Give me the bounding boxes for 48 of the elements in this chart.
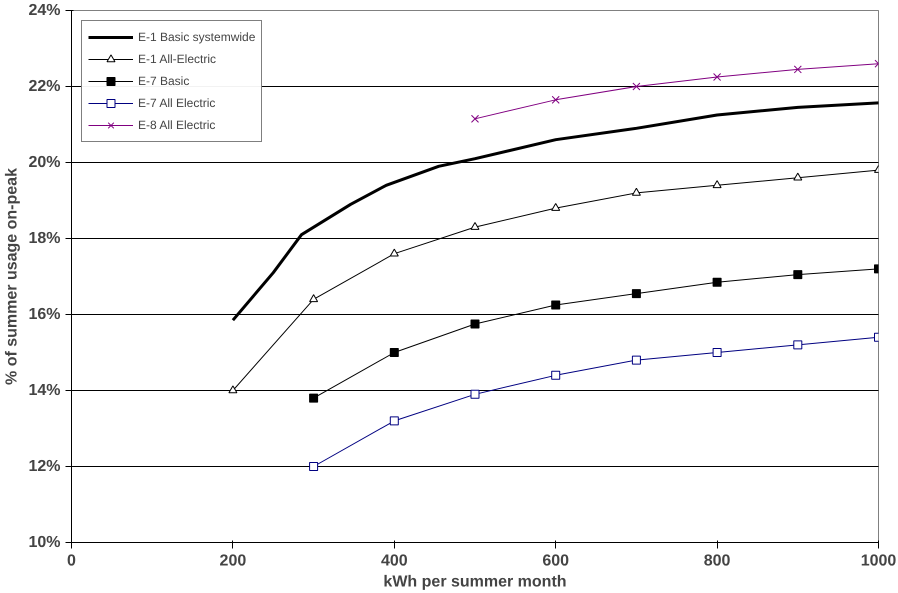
x-tick-label: 800: [704, 552, 731, 570]
point: [794, 65, 802, 74]
point: [470, 320, 480, 328]
point: [309, 294, 318, 302]
y-tick-label: 16%: [28, 306, 61, 323]
x-tick-label: 400: [380, 552, 408, 570]
point: [793, 340, 802, 350]
x-tick-label: 1000: [860, 552, 896, 570]
y-tick-label: 12%: [28, 458, 61, 475]
point: [712, 180, 722, 188]
point: [712, 348, 722, 357]
point: [712, 278, 722, 287]
point: [552, 96, 560, 104]
y-tick-label: 20%: [28, 154, 61, 171]
point: [228, 385, 238, 394]
y-tick-label: 22%: [28, 78, 61, 95]
point: [632, 289, 641, 298]
y-tick-label: 14%: [28, 382, 61, 399]
point: [551, 370, 560, 380]
legend-label: E-1 Basic systemwide: [138, 30, 256, 44]
point: [470, 390, 480, 399]
point: [390, 348, 399, 357]
point: [390, 248, 399, 257]
point: [793, 270, 802, 280]
x-tick-label: 0: [67, 552, 76, 570]
point: [309, 394, 318, 403]
y-tick-label: 10%: [28, 534, 61, 551]
x-axis-title: kWh per summer month: [383, 574, 567, 590]
legend-label: E-7 Basic: [138, 74, 190, 88]
point: [551, 300, 560, 310]
legend-label: E-8 All Electric: [138, 118, 216, 132]
legend-label: E-1 All-Electric: [138, 52, 216, 66]
point: [793, 172, 802, 181]
y-tick-label: 24%: [28, 2, 61, 19]
point: [551, 202, 560, 211]
x-tick-label: 200: [220, 552, 246, 570]
point: [390, 416, 399, 426]
point: [632, 356, 641, 365]
y-tick-label: 18%: [28, 230, 61, 247]
y-axis-title: % of summer usage on-peak: [3, 168, 20, 385]
legend-label: E-7 All Electric: [138, 96, 216, 110]
point: [632, 188, 641, 196]
point: [713, 72, 722, 82]
point: [309, 462, 318, 471]
point: [632, 82, 640, 91]
point: [470, 114, 480, 123]
x-tick-label: 600: [542, 552, 570, 570]
point: [470, 222, 480, 230]
